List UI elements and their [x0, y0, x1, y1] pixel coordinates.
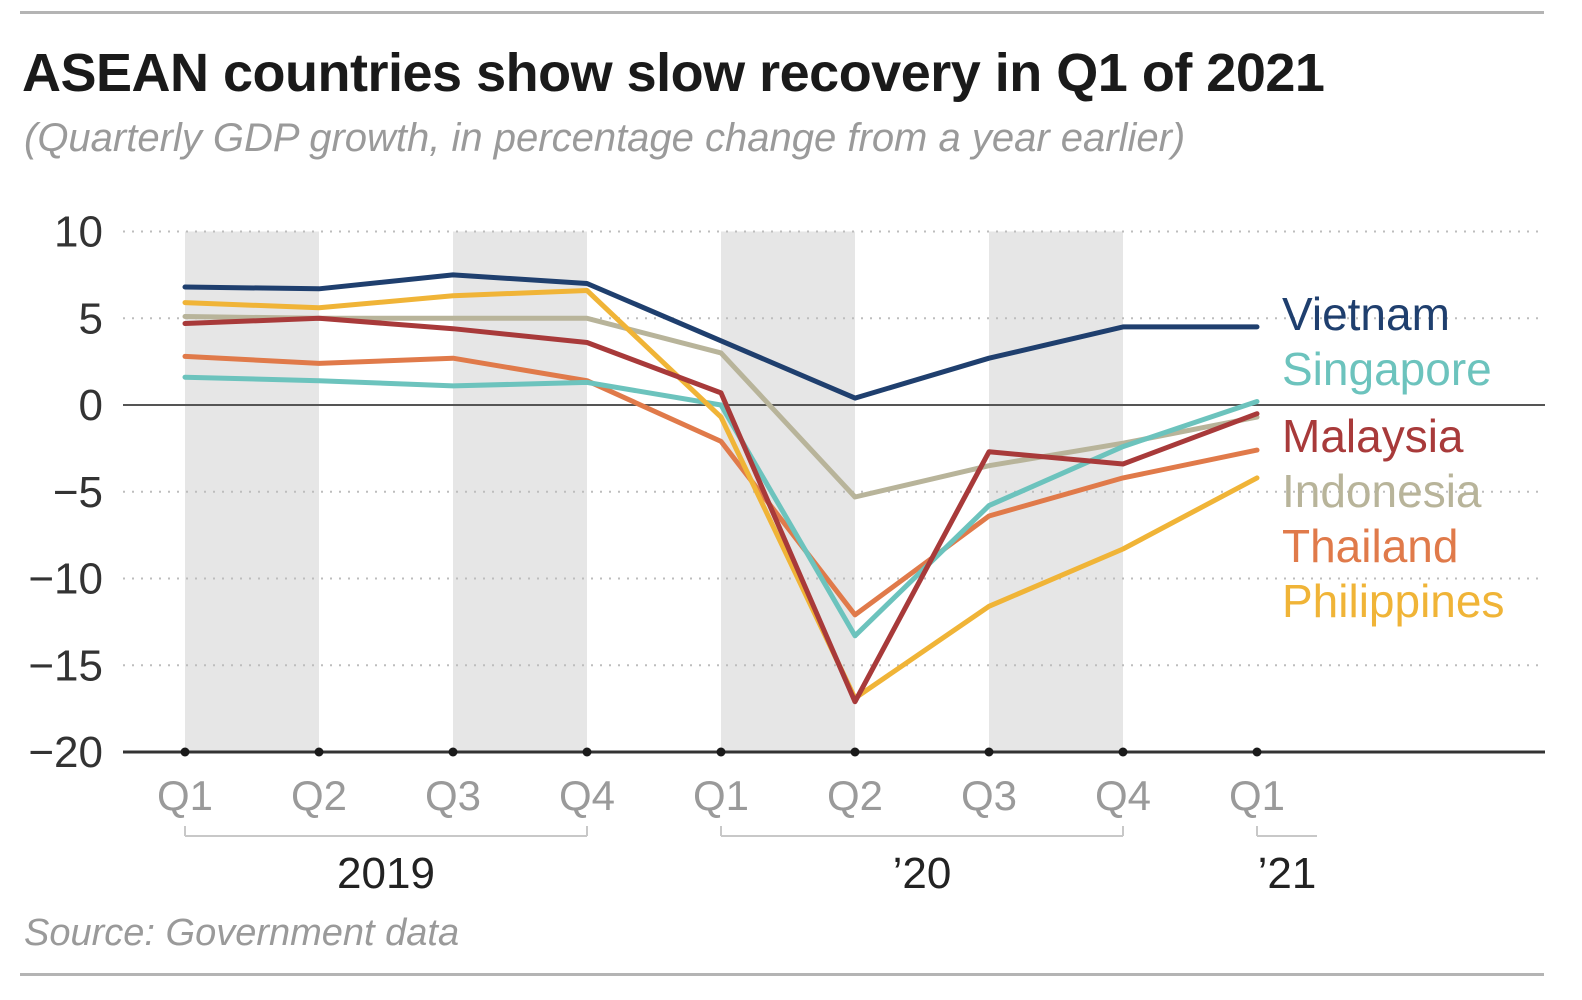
shaded-band-2: [721, 231, 855, 752]
year-label: ’21: [1258, 849, 1317, 898]
x-tick-dot: [984, 747, 994, 757]
series-line-vietnam: [182, 272, 1260, 401]
x-tick-label: Q1: [157, 772, 213, 819]
series-line-thailand: [182, 353, 1260, 618]
shaded-band-3: [989, 231, 1123, 752]
x-tick-dot: [314, 747, 324, 757]
x-tick-dot: [180, 747, 190, 757]
y-tick-label: 10: [54, 208, 103, 257]
x-tick-label: Q4: [1095, 772, 1151, 819]
y-tick-label: −10: [28, 555, 103, 604]
y-tick-label: 0: [79, 381, 103, 430]
legend-label-vietnam: Vietnam: [1282, 288, 1450, 340]
legend-label-malaysia: Malaysia: [1282, 410, 1464, 462]
y-tick-label: −5: [53, 468, 103, 517]
x-tick-dot: [1118, 747, 1128, 757]
top-rule: [20, 11, 1544, 14]
y-tick-label: −20: [28, 728, 103, 777]
x-tick-label: Q3: [961, 772, 1017, 819]
legend-label-singapore: Singapore: [1282, 343, 1492, 395]
x-tick-dot: [850, 747, 860, 757]
year-label: ’20: [893, 849, 952, 898]
legend-label-philippines: Philippines: [1282, 575, 1504, 627]
chart-title: ASEAN countries show slow recovery in Q1…: [22, 43, 1325, 103]
x-tick-label: Q1: [1229, 772, 1285, 819]
series-line-indonesia: [182, 314, 1260, 500]
legend-label-thailand: Thailand: [1282, 520, 1458, 572]
y-tick-label: 5: [79, 294, 103, 343]
x-tick-dot: [1252, 747, 1262, 757]
x-tick-dot: [716, 747, 726, 757]
y-tick-label: −15: [28, 641, 103, 690]
x-tick-label: Q1: [693, 772, 749, 819]
x-tick-dot: [582, 747, 592, 757]
x-tick-label: Q3: [425, 772, 481, 819]
bottom-rule: [20, 973, 1544, 976]
year-label: 2019: [337, 849, 435, 898]
series-line-philippines: [182, 288, 1260, 701]
series-line-malaysia: [182, 315, 1260, 705]
chart-subtitle: (Quarterly GDP growth, in percentage cha…: [24, 116, 1186, 160]
x-tick-label: Q2: [291, 772, 347, 819]
x-tick-dot: [448, 747, 458, 757]
source-note: Source: Government data: [24, 912, 460, 954]
series-line-singapore: [182, 374, 1260, 639]
legend-label-indonesia: Indonesia: [1282, 465, 1482, 517]
x-tick-label: Q4: [559, 772, 615, 819]
x-tick-label: Q2: [827, 772, 883, 819]
